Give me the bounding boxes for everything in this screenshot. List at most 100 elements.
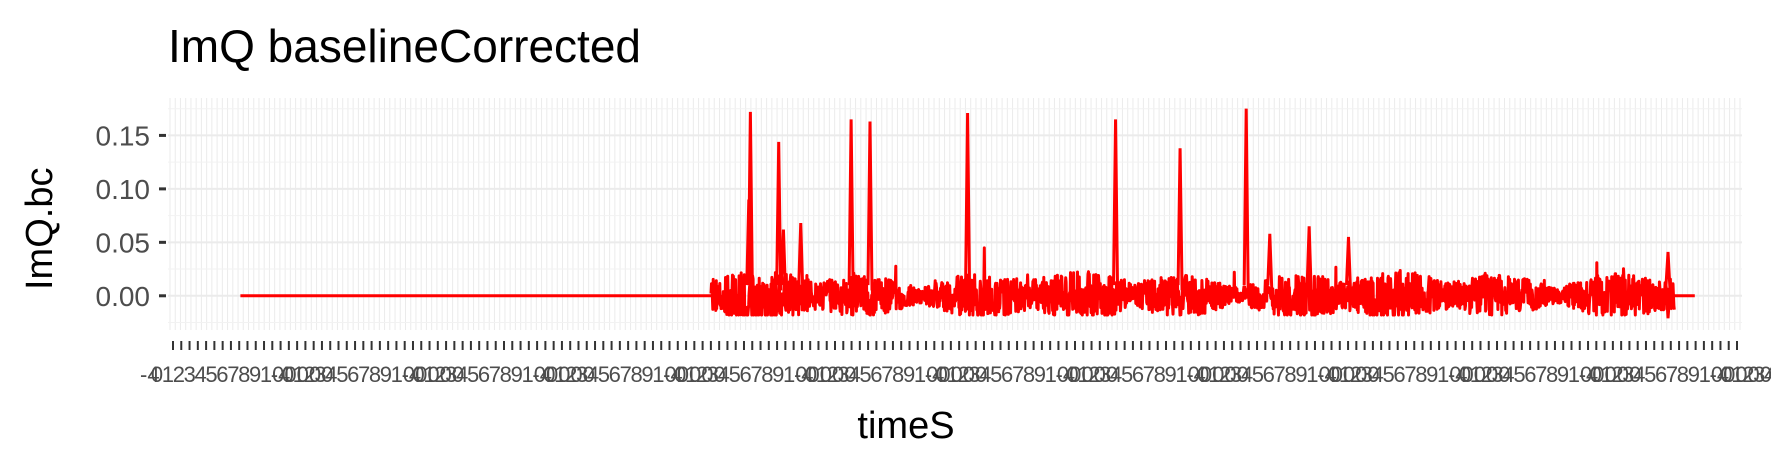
- x-tick-label: 3: [314, 362, 326, 387]
- x-tick-label: -4: [925, 362, 945, 387]
- x-tick-label: 6: [609, 362, 621, 387]
- x-tick-label: 8: [1154, 362, 1166, 387]
- y-axis: 0.00 0.05 0.10 0.15: [96, 120, 166, 312]
- x-tick-label: 6: [1263, 362, 1275, 387]
- peak: [1176, 148, 1184, 291]
- x-tick-label: 2: [173, 362, 185, 387]
- x-tick-label: 3: [184, 362, 196, 387]
- peak: [964, 112, 972, 291]
- x-tick-label: 1: [554, 362, 566, 387]
- x-tick-label: 7: [750, 362, 762, 387]
- x-tick-label: 1: [1601, 362, 1613, 387]
- x-tick-label: 5: [1383, 362, 1395, 387]
- x-tick-label: 4: [456, 362, 468, 387]
- x-tick-label: 6: [870, 362, 882, 387]
- x-tick-label: 0: [1197, 362, 1209, 387]
- peak: [1664, 285, 1672, 319]
- x-tick-label: 4: [1372, 362, 1384, 387]
- x-tick-label: 0: [1590, 362, 1602, 387]
- x-axis-title: timeS: [857, 405, 954, 447]
- x-tick-label: 2: [1742, 362, 1754, 387]
- x-tick-label: 9: [511, 362, 523, 387]
- x-tick-label: 4: [1764, 362, 1771, 387]
- x-tick-label: 6: [1001, 362, 1013, 387]
- x-tick-label: 0: [936, 362, 948, 387]
- x-tick-label: 8: [369, 362, 381, 387]
- x-tick-label: 100000: [1175, 362, 1248, 387]
- x-tick-label: 7: [1404, 362, 1416, 387]
- x-tick-label: 0: [1328, 362, 1340, 387]
- x-tick-label: 7: [1143, 362, 1155, 387]
- x-tick-label: 100000: [1045, 362, 1118, 387]
- peak: [847, 119, 855, 291]
- x-tick-label: 3: [1361, 362, 1373, 387]
- x-tick-label: 9: [1295, 362, 1307, 387]
- noise-segment: [709, 246, 1676, 317]
- x-tick-label: 1: [423, 362, 435, 387]
- x-tick-label: -4: [794, 362, 814, 387]
- x-tick-label: 7: [1666, 362, 1678, 387]
- y-axis-title: ImQ.bc: [19, 168, 61, 290]
- x-tick-label: -4: [140, 362, 160, 387]
- x-tick-label: -4: [1579, 362, 1599, 387]
- x-tick-label: 7: [881, 362, 893, 387]
- x-tick-label: 0: [1459, 362, 1471, 387]
- x-tick-label: 2: [1088, 362, 1100, 387]
- peak: [779, 229, 787, 291]
- x-tick-label: 8: [500, 362, 512, 387]
- x-tick-label: 2: [1481, 362, 1493, 387]
- x-tick-label: 2: [434, 362, 446, 387]
- x-tick-label: -4: [532, 362, 552, 387]
- x-tick-label: 2: [1219, 362, 1231, 387]
- x-tick-label: 0: [674, 362, 686, 387]
- peak: [745, 199, 753, 291]
- x-tick-label: 4: [194, 362, 206, 387]
- x-tick-label: 5: [467, 362, 479, 387]
- chart-title: ImQ baselineCorrected: [168, 20, 641, 72]
- x-tick-label: 5: [205, 362, 217, 387]
- x-tick-label: 1: [293, 362, 305, 387]
- x-tick-label: 1: [685, 362, 697, 387]
- x-tick-label: 4: [1502, 362, 1514, 387]
- x-tick-label: 9: [641, 362, 653, 387]
- x-tick-label: 3: [1099, 362, 1111, 387]
- x-tick-label: 100000: [652, 362, 725, 387]
- x-tick-label: 100000: [260, 362, 333, 387]
- x-tick-label: 9: [380, 362, 392, 387]
- x-tick-label: 4: [979, 362, 991, 387]
- x-tick-label: 7: [620, 362, 632, 387]
- x-tick-label: 5: [336, 362, 348, 387]
- x-tick-label: 9: [903, 362, 915, 387]
- peak: [1242, 108, 1250, 291]
- peak: [1345, 236, 1352, 291]
- x-tick-label: 4: [325, 362, 337, 387]
- x-tick-label: 100000: [914, 362, 987, 387]
- x-axis: -40123456789100000-40123456789100000-401…: [140, 341, 1771, 387]
- x-tick-label: 2: [696, 362, 708, 387]
- x-tick-label: -4: [1186, 362, 1206, 387]
- x-tick-label: 5: [729, 362, 741, 387]
- x-tick-label: 5: [1252, 362, 1264, 387]
- x-tick-label: 5: [1121, 362, 1133, 387]
- x-tick-label: 8: [238, 362, 250, 387]
- y-tick-label: 0.15: [96, 120, 151, 151]
- x-tick-label: 100000: [521, 362, 594, 387]
- x-tick-label: 100000: [391, 362, 464, 387]
- x-tick-label: 8: [1546, 362, 1558, 387]
- x-tick-label: 1: [947, 362, 959, 387]
- x-tick-label: 3: [1622, 362, 1634, 387]
- x-tick-label: 2: [1350, 362, 1362, 387]
- x-tick-label: 4: [1633, 362, 1645, 387]
- x-tick-label: 3: [838, 362, 850, 387]
- x-tick-label: -4: [1710, 362, 1730, 387]
- x-tick-label: 7: [489, 362, 501, 387]
- peak: [797, 223, 805, 291]
- x-tick-label: -4: [663, 362, 683, 387]
- x-tick-label: 1: [1470, 362, 1482, 387]
- x-tick-label: 5: [1644, 362, 1656, 387]
- x-tick-label: 3: [576, 362, 588, 387]
- x-tick-label: 9: [1557, 362, 1569, 387]
- x-tick-label: 6: [1655, 362, 1667, 387]
- peak: [1266, 233, 1274, 291]
